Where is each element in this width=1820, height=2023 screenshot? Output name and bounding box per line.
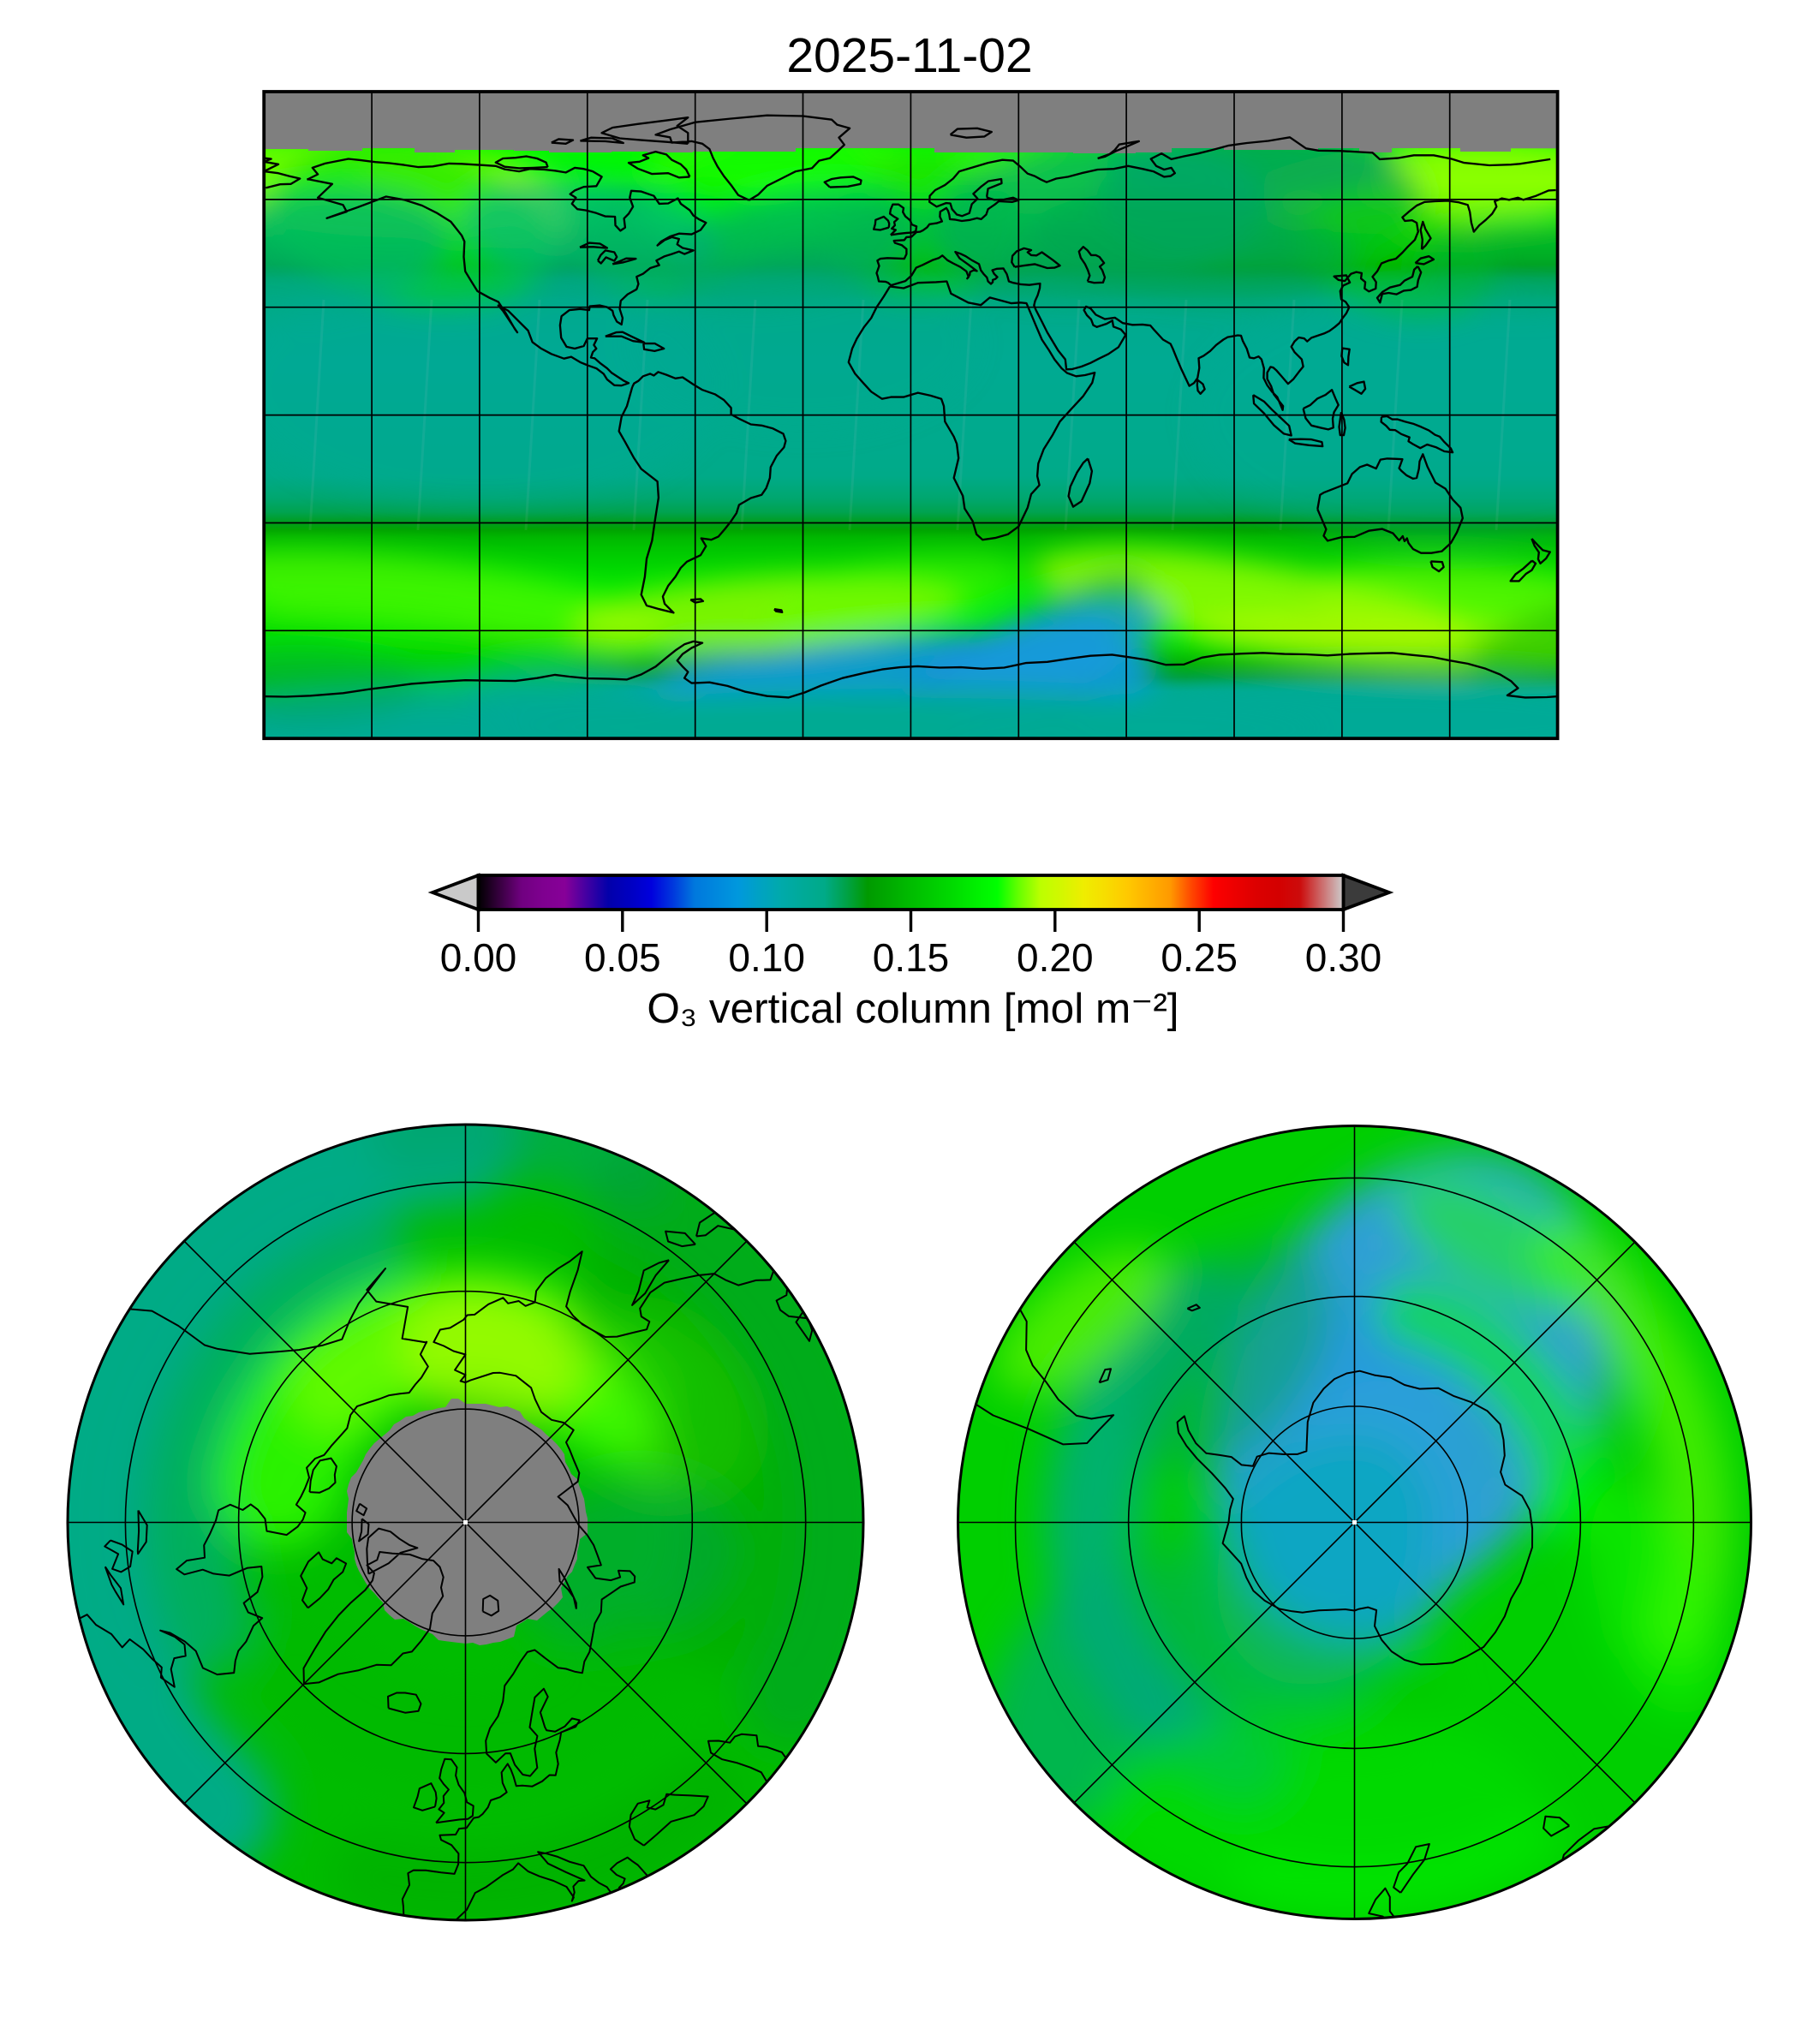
svg-text:2025-11-02: 2025-11-02 [786,28,1032,83]
svg-text:0.20: 0.20 [1017,935,1094,980]
svg-text:0.30: 0.30 [1305,935,1382,980]
svg-text:0.05: 0.05 [584,935,661,980]
svg-text:0.10: 0.10 [728,935,805,980]
svg-text:0.15: 0.15 [873,935,950,980]
svg-text:0.25: 0.25 [1161,935,1238,980]
svg-text:O₃ vertical column [mol m⁻²]: O₃ vertical column [mol m⁻²] [647,985,1179,1032]
svg-text:0.00: 0.00 [440,935,517,980]
